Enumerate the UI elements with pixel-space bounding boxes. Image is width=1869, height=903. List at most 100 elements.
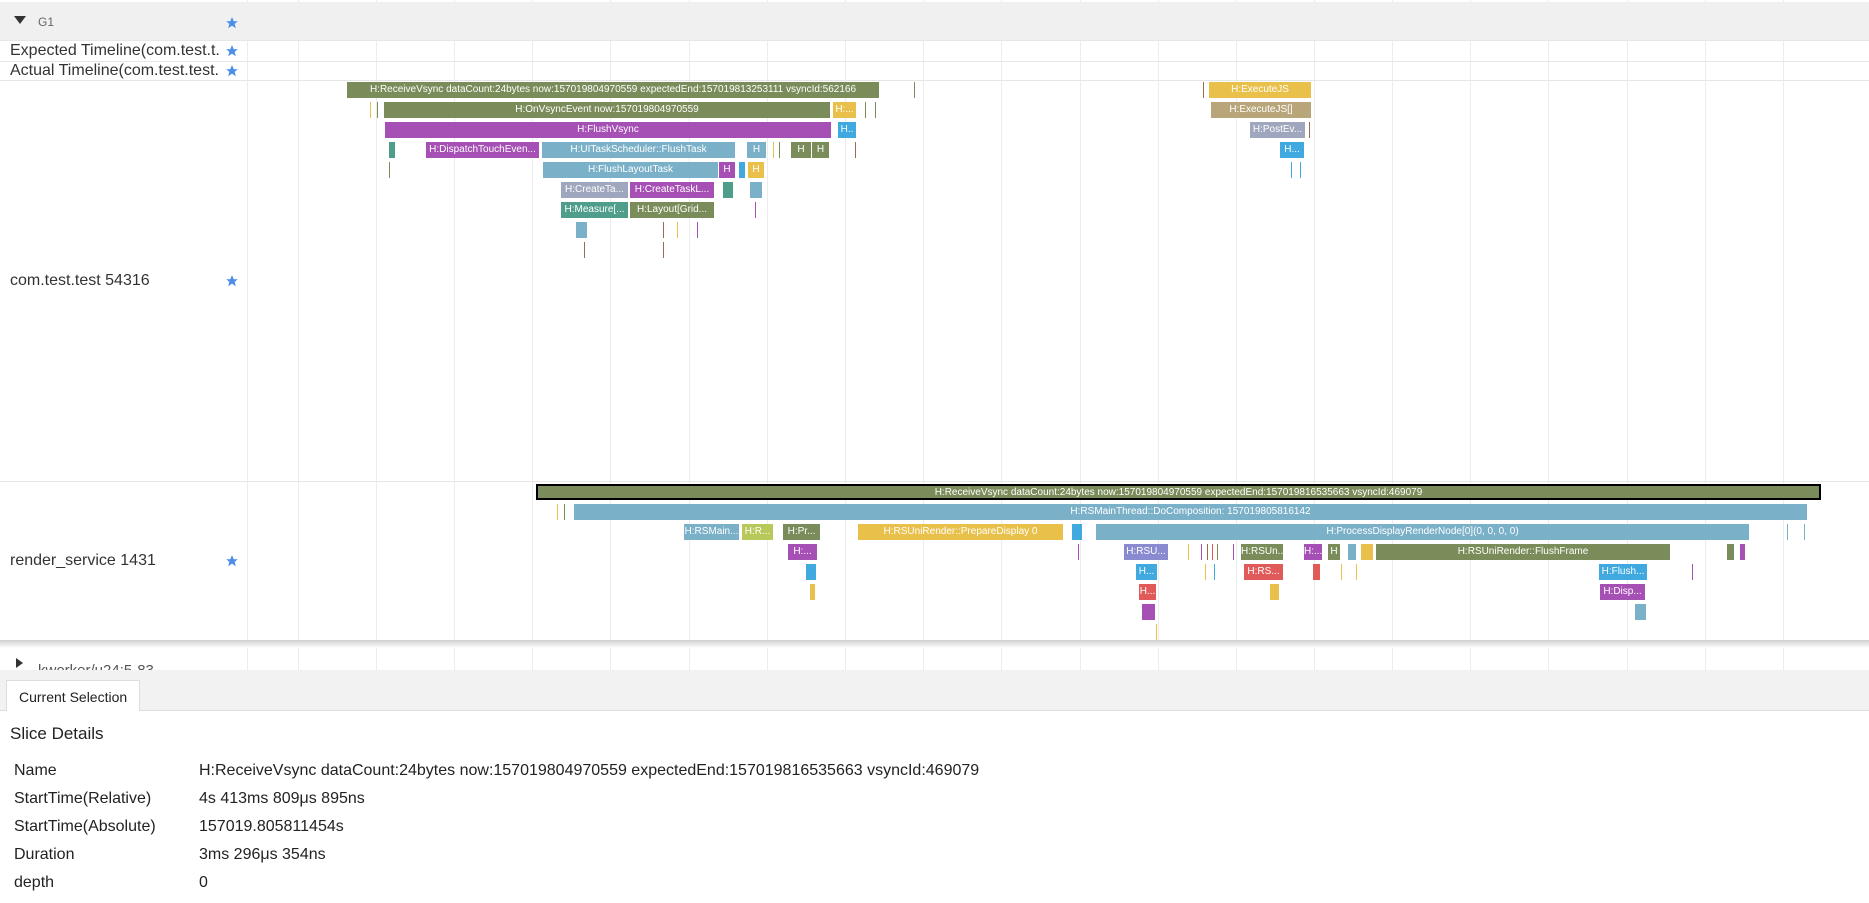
- star-icon[interactable]: [225, 274, 239, 288]
- trace-tick[interactable]: [584, 242, 585, 258]
- trace-tick[interactable]: [389, 162, 390, 178]
- trace-slice[interactable]: [1727, 544, 1734, 560]
- trace-tick[interactable]: [1356, 564, 1357, 580]
- trace-slice[interactable]: H:RSMainThread::DoComposition: 157019805…: [574, 504, 1807, 520]
- trace-slice[interactable]: H:ExecuteJS[]: [1211, 102, 1311, 118]
- trace-tick[interactable]: [1188, 544, 1189, 560]
- trace-slice[interactable]: [1142, 604, 1155, 620]
- star-icon[interactable]: [225, 554, 239, 568]
- trace-tick[interactable]: [697, 222, 698, 238]
- trace-slice[interactable]: H:Disp...: [1600, 584, 1645, 600]
- trace-slice[interactable]: H:Measure[...: [561, 202, 628, 218]
- trace-slice[interactable]: H:RSU...: [1124, 544, 1168, 560]
- trace-slice[interactable]: H: [812, 142, 829, 158]
- trace-slice[interactable]: H:RS...: [1244, 564, 1283, 580]
- trace-slice[interactable]: H:ProcessDisplayRenderNode[0](0, 0, 0, 0…: [1096, 524, 1749, 540]
- trace-slice[interactable]: [806, 564, 816, 580]
- trace-tick[interactable]: [779, 142, 780, 158]
- trace-slice[interactable]: [1740, 544, 1745, 560]
- trace-tick[interactable]: [1233, 544, 1234, 560]
- trace-slice[interactable]: H:...: [788, 544, 817, 560]
- track-expected-timeline[interactable]: Expected Timeline(com.test.t...: [0, 41, 247, 61]
- trace-slice[interactable]: H...: [1280, 142, 1304, 158]
- trace-slice[interactable]: [576, 222, 587, 238]
- trace-tick[interactable]: [663, 242, 664, 258]
- trace-slice[interactable]: H:PostEv...: [1250, 122, 1305, 138]
- trace-tick[interactable]: [855, 142, 856, 158]
- trace-slice[interactable]: [1635, 604, 1646, 620]
- trace-slice-selected[interactable]: H:ReceiveVsync dataCount:24bytes now:157…: [536, 484, 1821, 500]
- trace-slice[interactable]: [750, 182, 762, 198]
- trace-tick[interactable]: [677, 222, 678, 238]
- trace-tick[interactable]: [663, 222, 664, 238]
- trace-slice[interactable]: H: [747, 142, 766, 158]
- tab-current-selection[interactable]: Current Selection: [6, 680, 141, 711]
- trace-tick[interactable]: [1207, 544, 1208, 560]
- group-header[interactable]: G1: [0, 2, 1869, 40]
- trace-slice[interactable]: H:UITaskScheduler::FlushTask: [542, 142, 735, 158]
- trace-slice[interactable]: [1072, 524, 1082, 540]
- trace-slice[interactable]: [1270, 584, 1279, 600]
- trace-tick[interactable]: [1309, 122, 1310, 138]
- trace-tick[interactable]: [1203, 82, 1204, 98]
- trace-slice[interactable]: H: [791, 142, 811, 158]
- trace-tick[interactable]: [1300, 162, 1301, 178]
- trace-slice[interactable]: H:RSUniRender::PrepareDisplay 0: [858, 524, 1063, 540]
- trace-slice[interactable]: H..: [838, 122, 856, 138]
- trace-slice[interactable]: H...: [1136, 564, 1157, 580]
- trace-tick[interactable]: [564, 504, 565, 520]
- trace-slice[interactable]: [810, 584, 815, 600]
- trace-tick[interactable]: [1804, 524, 1805, 540]
- trace-slice[interactable]: H: [748, 162, 764, 178]
- trace-tick[interactable]: [1201, 544, 1202, 560]
- trace-tick[interactable]: [1787, 524, 1788, 540]
- track-kworker[interactable]: kworker/u24:5-83: [0, 648, 1869, 670]
- trace-tick[interactable]: [914, 82, 915, 98]
- trace-tick[interactable]: [1692, 564, 1693, 580]
- trace-slice[interactable]: H:DispatchTouchEven...: [426, 142, 539, 158]
- trace-slice[interactable]: H:CreateTaskL...: [630, 182, 714, 198]
- track-process-com-test-test[interactable]: com.test.test 54316: [0, 81, 247, 481]
- trace-slice[interactable]: [389, 142, 395, 158]
- trace-slice[interactable]: [1313, 564, 1320, 580]
- trace-slice[interactable]: H:RSUniRender::FlushFrame: [1376, 544, 1670, 560]
- trace-tick[interactable]: [1291, 162, 1292, 178]
- track-process-render-service[interactable]: render_service 1431: [0, 482, 247, 640]
- trace-slice[interactable]: [1348, 544, 1356, 560]
- trace-tick[interactable]: [1217, 544, 1218, 560]
- trace-slice[interactable]: H:FlushLayoutTask: [543, 162, 718, 178]
- star-icon[interactable]: [225, 44, 239, 58]
- trace-slice[interactable]: H:Layout[Grid...: [630, 202, 714, 218]
- trace-slice[interactable]: [1361, 544, 1373, 560]
- trace-tick[interactable]: [875, 102, 876, 118]
- trace-tick[interactable]: [773, 142, 774, 158]
- trace-slice[interactable]: H:ExecuteJS: [1209, 82, 1311, 98]
- trace-slice[interactable]: H:...: [833, 102, 856, 118]
- trace-slice[interactable]: H:ReceiveVsync dataCount:24bytes now:157…: [347, 82, 879, 98]
- trace-tick[interactable]: [755, 202, 756, 218]
- trace-slice[interactable]: H: [719, 162, 735, 178]
- trace-tick[interactable]: [377, 102, 378, 118]
- trace-slice[interactable]: H:OnVsyncEvent now:157019804970559: [384, 102, 830, 118]
- expand-arrow-icon[interactable]: [16, 658, 23, 668]
- trace-slice[interactable]: H:RSUn...: [1241, 544, 1283, 560]
- trace-tick[interactable]: [1156, 624, 1157, 640]
- trace-slice[interactable]: H...: [1139, 584, 1156, 600]
- trace-tick[interactable]: [1214, 564, 1215, 580]
- trace-tick[interactable]: [370, 102, 371, 118]
- trace-slice[interactable]: H:RSMain...: [684, 524, 739, 540]
- trace-slice[interactable]: H:CreateTa...: [561, 182, 628, 198]
- trace-slice[interactable]: H: [1328, 544, 1340, 560]
- trace-tick[interactable]: [1341, 564, 1342, 580]
- track-actual-timeline[interactable]: Actual Timeline(com.test.test...: [0, 62, 247, 80]
- trace-tick[interactable]: [1205, 564, 1206, 580]
- trace-slice[interactable]: H:FlushVsync: [385, 122, 831, 138]
- trace-slice[interactable]: [723, 182, 733, 198]
- star-icon[interactable]: [225, 64, 239, 78]
- trace-tick[interactable]: [1078, 544, 1079, 560]
- collapse-arrow-icon[interactable]: [14, 16, 26, 24]
- trace-tick[interactable]: [557, 504, 558, 520]
- trace-tick[interactable]: [865, 102, 866, 118]
- trace-tick[interactable]: [1212, 544, 1213, 560]
- star-icon[interactable]: [225, 16, 239, 30]
